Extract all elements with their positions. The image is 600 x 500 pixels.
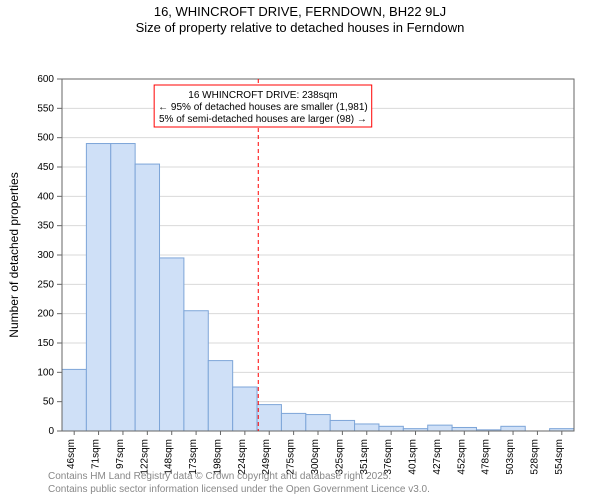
- svg-text:600: 600: [37, 74, 54, 85]
- svg-text:173sqm: 173sqm: [188, 439, 199, 475]
- svg-text:71sqm: 71sqm: [91, 439, 102, 469]
- svg-text:300: 300: [37, 250, 54, 261]
- svg-text:224sqm: 224sqm: [237, 439, 248, 475]
- footer-line1: Contains HM Land Registry data © Crown c…: [48, 471, 430, 484]
- svg-text:325sqm: 325sqm: [334, 439, 345, 475]
- svg-text:275sqm: 275sqm: [286, 439, 297, 475]
- svg-text:97sqm: 97sqm: [115, 439, 126, 469]
- svg-text:100: 100: [37, 367, 54, 378]
- svg-text:427sqm: 427sqm: [432, 439, 443, 475]
- svg-text:550: 550: [37, 103, 54, 114]
- svg-text:50: 50: [43, 396, 55, 407]
- histogram-plot: 0 50 100 150 200 250 300 350 400 450 500 550 600 46sq…: [0, 37, 600, 477]
- svg-text:528sqm: 528sqm: [529, 439, 540, 475]
- svg-text:400: 400: [37, 191, 54, 202]
- chart-title-line1: 16, WHINCROFT DRIVE, FERNDOWN, BH22 9LJ: [0, 0, 600, 20]
- svg-text:250: 250: [37, 279, 54, 290]
- svg-text:351sqm: 351sqm: [359, 439, 370, 475]
- svg-text:249sqm: 249sqm: [261, 439, 272, 475]
- svg-text:554sqm: 554sqm: [554, 439, 565, 475]
- chart-container: 16, WHINCROFT DRIVE, FERNDOWN, BH22 9LJ …: [0, 0, 600, 500]
- svg-text:122sqm: 122sqm: [139, 439, 150, 475]
- svg-text:198sqm: 198sqm: [212, 439, 223, 475]
- svg-text:452sqm: 452sqm: [456, 439, 467, 475]
- svg-text:478sqm: 478sqm: [481, 438, 492, 474]
- svg-text:150: 150: [37, 338, 54, 349]
- svg-text:Number of detached properties: Number of detached properties: [7, 172, 21, 337]
- svg-text:5% of semi-detached houses are: 5% of semi-detached houses are larger (9…: [159, 114, 367, 125]
- svg-text:16 WHINCROFT DRIVE: 238sqm: 16 WHINCROFT DRIVE: 238sqm: [188, 90, 337, 101]
- footer-line2: Contains public sector information licen…: [48, 484, 430, 497]
- svg-text:450: 450: [37, 162, 54, 173]
- svg-text:350: 350: [37, 220, 54, 231]
- svg-text:0: 0: [48, 426, 54, 437]
- svg-text:200: 200: [37, 308, 54, 319]
- svg-text:500: 500: [37, 132, 54, 143]
- chart-title-line2: Size of property relative to detached ho…: [0, 20, 600, 36]
- svg-text:← 95% of detached houses are s: ← 95% of detached houses are smaller (1,…: [158, 102, 368, 113]
- svg-text:46sqm: 46sqm: [66, 439, 77, 469]
- svg-text:376sqm: 376sqm: [383, 439, 394, 475]
- footer-attribution: Contains HM Land Registry data © Crown c…: [48, 471, 430, 496]
- svg-text:503sqm: 503sqm: [505, 439, 516, 475]
- svg-text:148sqm: 148sqm: [164, 439, 175, 475]
- svg-text:401sqm: 401sqm: [408, 439, 419, 475]
- svg-text:300sqm: 300sqm: [310, 439, 321, 475]
